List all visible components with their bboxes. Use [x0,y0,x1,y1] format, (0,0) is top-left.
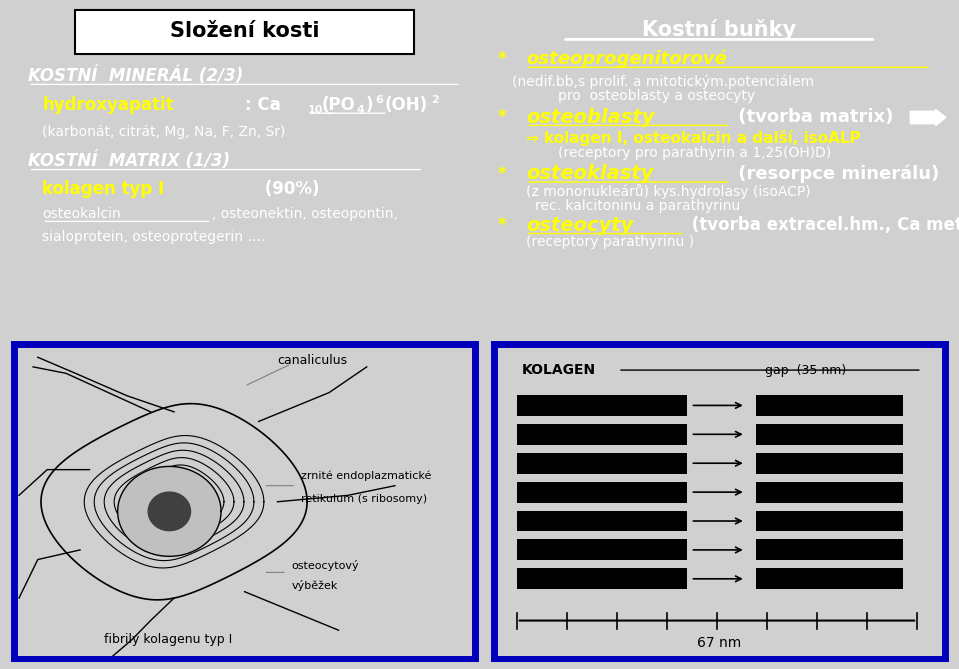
Text: gap  (35 nm): gap (35 nm) [765,363,847,377]
Bar [517,395,687,416]
Bar [756,395,903,416]
Text: osteoklasty: osteoklasty [526,165,653,183]
Text: (resorpce minerálu): (resorpce minerálu) [732,165,940,183]
Bar [756,482,903,502]
Text: kolagen typ I: kolagen typ I [42,180,165,198]
Text: *: * [499,216,513,234]
Text: canaliculus: canaliculus [277,354,347,367]
Bar [517,424,687,445]
Bar [517,510,687,531]
Text: zrnité endoplazmatické: zrnité endoplazmatické [301,471,432,481]
FancyBboxPatch shape [76,10,413,54]
Text: 6: 6 [375,95,383,105]
Text: *: * [499,108,513,126]
Text: pro  osteoblasty a osteocyty: pro osteoblasty a osteocyty [558,89,756,103]
Text: (z mononukleárů) kys.hydrolasy (isoACP): (z mononukleárů) kys.hydrolasy (isoACP) [526,184,810,199]
FancyArrow shape [910,109,946,126]
Text: Složení kosti: Složení kosti [170,21,319,41]
Bar [756,539,903,561]
Bar [756,453,903,474]
Bar [756,569,903,589]
Text: (90%): (90%) [259,180,319,198]
Text: (tvorba matrix): (tvorba matrix) [732,108,894,126]
Text: sialoprotein, osteoprotegerin ….: sialoprotein, osteoprotegerin …. [42,230,267,244]
Polygon shape [118,466,221,557]
Text: (PO: (PO [322,96,356,114]
Text: ): ) [365,96,373,114]
Text: (karbonát, citrát, Mg, Na, F, Zn, Sr): (karbonát, citrát, Mg, Na, F, Zn, Sr) [42,124,286,139]
Bar [517,569,687,589]
Text: *: * [499,50,513,68]
Text: : Ca: : Ca [245,96,280,114]
Text: ⇒ kolagen I, osteokalcin a další, isoALP: ⇒ kolagen I, osteokalcin a další, isoALP [526,130,860,147]
Text: osteoprogenitorové: osteoprogenitorové [526,50,727,68]
Text: (receptory pro parathyrin a 1,25(OH)D): (receptory pro parathyrin a 1,25(OH)D) [558,147,831,160]
Text: KOSTNÍ  MATRIX (1/3): KOSTNÍ MATRIX (1/3) [29,151,230,170]
Text: osteocytový: osteocytový [292,561,360,571]
Text: Kostní buňky: Kostní buňky [643,19,796,40]
Text: výběžek: výběžek [292,580,338,591]
Text: (tvorba extracel.hm., Ca met.): (tvorba extracel.hm., Ca met.) [686,216,959,234]
Text: KOLAGEN: KOLAGEN [522,363,596,377]
Text: 10: 10 [308,105,323,115]
Bar [517,539,687,561]
Text: osteokalcin: osteokalcin [42,207,121,221]
Text: (nedif.bb,s prolif. a mitotickým.potenciálem: (nedif.bb,s prolif. a mitotickým.potenci… [512,75,814,90]
Bar [756,424,903,445]
Text: (OH): (OH) [385,96,428,114]
Text: *: * [499,165,513,183]
Text: osteoblasty: osteoblasty [526,108,654,127]
Polygon shape [149,492,191,531]
Text: rec. kalcitoninu a parathyrinu: rec. kalcitoninu a parathyrinu [535,199,740,213]
Bar [756,510,903,531]
Text: , osteonektin, osteopontin,: , osteonektin, osteopontin, [212,207,398,221]
Text: (receptory parathyrinu ): (receptory parathyrinu ) [526,235,694,249]
Text: retikulum (s ribosomy): retikulum (s ribosomy) [301,494,427,504]
Text: 4: 4 [357,105,364,115]
Text: osteocyty: osteocyty [526,216,633,235]
Text: hydroxyapatit: hydroxyapatit [42,96,175,114]
Bar [517,482,687,502]
Text: 67 nm: 67 nm [697,636,741,650]
Bar [517,453,687,474]
Text: KOSTNÍ  MINERÁL (2/3): KOSTNÍ MINERÁL (2/3) [29,66,244,85]
Text: 2: 2 [432,95,439,105]
Text: fibrily kolagenu typ I: fibrily kolagenu typ I [104,634,232,646]
